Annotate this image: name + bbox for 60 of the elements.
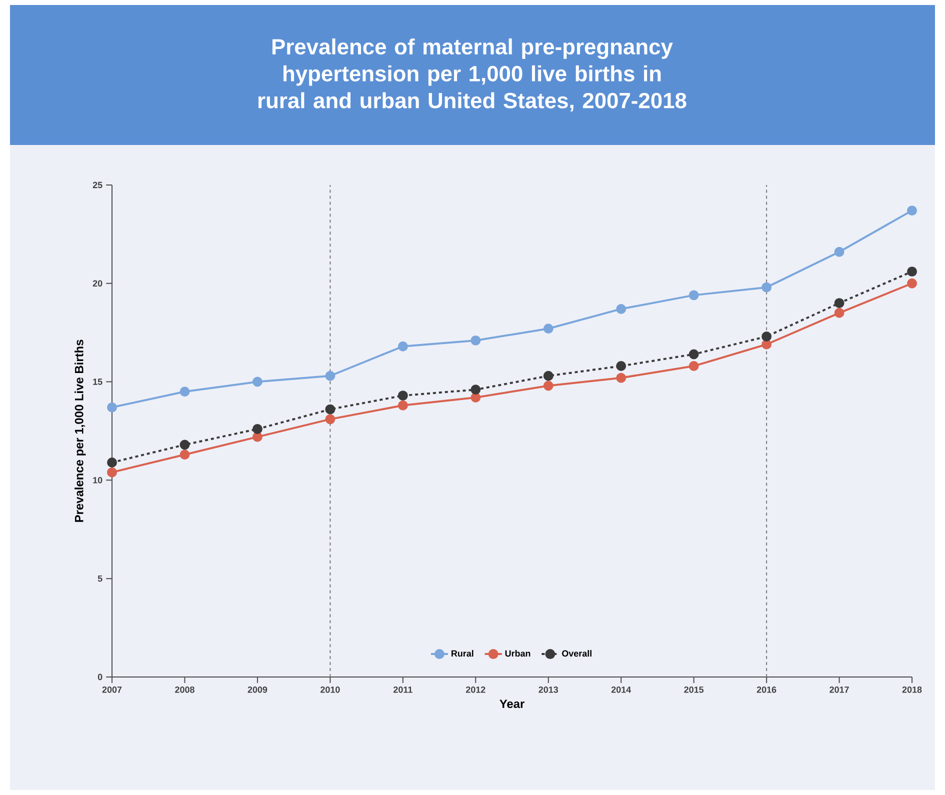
point: [762, 332, 772, 342]
point: [616, 361, 626, 372]
point: [107, 457, 117, 468]
legend-label: Urban: [505, 650, 530, 657]
x-axis-title: Year: [500, 700, 524, 708]
point: [834, 246, 844, 257]
x-tick-label: 2014: [611, 686, 632, 693]
x-tick-label: 2015: [684, 686, 704, 693]
point: [470, 392, 481, 403]
x-tick-label: 2010: [320, 686, 340, 693]
point: [688, 361, 699, 372]
point: [398, 400, 408, 410]
y-tick-label: 25: [92, 182, 102, 188]
point: [470, 335, 481, 346]
x-tick-label: 2009: [248, 686, 268, 693]
point: [325, 404, 336, 414]
y-tick-label: 10: [93, 477, 102, 484]
point: [834, 298, 844, 308]
point: [107, 467, 117, 478]
point: [543, 370, 554, 381]
point: [543, 324, 554, 334]
y-tick-label: 15: [93, 378, 102, 385]
point: [762, 282, 772, 292]
x-tick-label: 2016: [756, 686, 776, 693]
y-tick-label: 5: [98, 575, 102, 582]
point: [907, 278, 917, 288]
x-tick-label: 2013: [538, 686, 558, 693]
y-axis-title: Prevalence per 1,000 Live Births: [74, 340, 86, 522]
point: [470, 384, 481, 395]
x-tick-label: 2008: [175, 686, 194, 693]
point: [107, 402, 117, 412]
point: [325, 414, 336, 424]
point: [543, 380, 554, 391]
point: [398, 341, 408, 352]
point: [180, 386, 190, 397]
point: [252, 376, 262, 387]
y-tick-label: 20: [92, 280, 102, 287]
point: [252, 432, 262, 442]
x-tick-label: 2018: [902, 686, 922, 693]
point: [398, 390, 408, 401]
point: [762, 339, 772, 350]
x-tick-label: 2011: [394, 686, 412, 693]
point: [688, 349, 699, 360]
point: [834, 308, 844, 318]
point: [907, 206, 917, 216]
chart-title: Prevalence of maternal pre-pregnancy hypertension per 1,000 live births in rural and urban United States, 2007-2018: [258, 38, 686, 112]
legend-label: Rural: [452, 650, 474, 657]
point: [688, 290, 699, 300]
x-tick-label: 2012: [466, 686, 486, 693]
point: [616, 304, 626, 314]
point: [907, 266, 917, 277]
point: [325, 370, 336, 381]
legend-label: Overall: [562, 650, 592, 657]
point: [616, 372, 626, 383]
point: [252, 424, 262, 434]
point: [180, 450, 190, 460]
x-tick-label: 2007: [102, 686, 122, 693]
x-tick-label: 2017: [830, 686, 849, 693]
point: [180, 440, 190, 450]
y-tick-label: 0: [98, 674, 102, 680]
